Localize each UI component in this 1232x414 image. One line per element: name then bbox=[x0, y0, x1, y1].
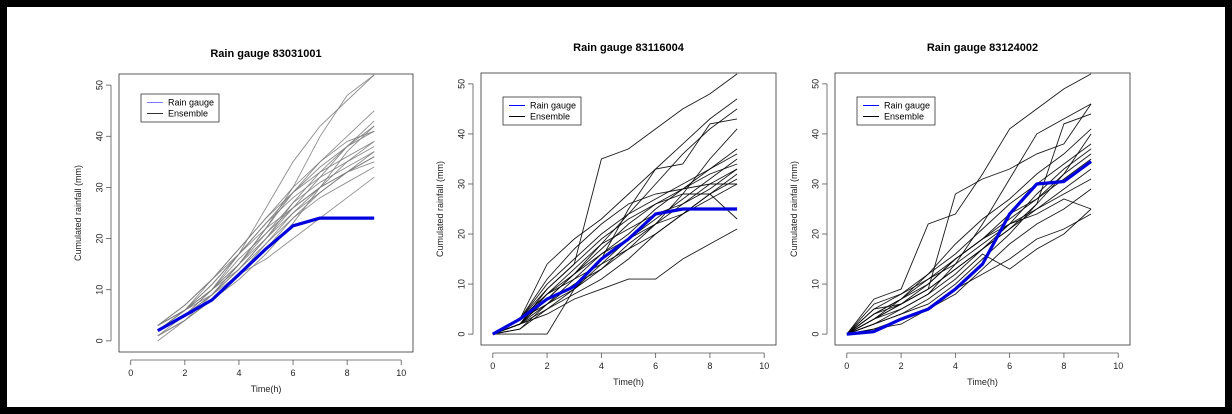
panel-2: Rain gauge 83116004 Time(h) Cumulated rain… bbox=[435, 42, 777, 387]
y-tick-label: 20 bbox=[94, 234, 104, 244]
legend-label: Ensemble bbox=[168, 109, 208, 119]
series-group bbox=[492, 73, 738, 336]
y-tick-label: 0 bbox=[456, 332, 466, 337]
x-tick-label: 0 bbox=[490, 361, 495, 371]
x-tick-label: 0 bbox=[844, 361, 849, 371]
ensemble-member-line bbox=[157, 110, 375, 331]
legend-label: Rain gauge bbox=[168, 98, 214, 108]
rain-gauge-line bbox=[492, 207, 738, 336]
ensemble-member-line bbox=[846, 128, 1092, 335]
x-axis-label: Time(h) bbox=[613, 377, 644, 387]
figure-canvas: Rain gauge 83031001 Time(h) Cumulated rain… bbox=[7, 7, 1225, 407]
y-axis: 0 10 20 30 40 50 bbox=[810, 79, 828, 337]
y-axis-label: Cumulated rainfall (mm) bbox=[73, 165, 83, 261]
y-tick-label: 10 bbox=[456, 279, 466, 289]
ensemble-member-line bbox=[492, 183, 738, 335]
y-tick-label: 0 bbox=[810, 332, 820, 337]
series-group bbox=[157, 74, 375, 342]
plot-frame bbox=[834, 72, 1131, 346]
x-tick-label: 6 bbox=[653, 361, 658, 371]
ensemble-member-line bbox=[846, 103, 1092, 335]
x-tick-label: 10 bbox=[396, 368, 406, 378]
ensemble-member-line bbox=[846, 143, 1092, 335]
y-tick-label: 30 bbox=[456, 179, 466, 189]
ensemble-member-line bbox=[846, 208, 1092, 335]
rain-gauge-line bbox=[846, 160, 1093, 336]
x-axis: 0 2 4 6 8 10 bbox=[128, 359, 406, 378]
x-tick-label: 4 bbox=[599, 361, 604, 371]
y-tick-label: 30 bbox=[810, 179, 820, 189]
x-tick-label: 6 bbox=[291, 368, 296, 378]
y-tick-label: 0 bbox=[94, 338, 104, 343]
ensemble-member-line bbox=[492, 163, 738, 335]
ensemble-member-line bbox=[157, 130, 375, 331]
chart-title: Rain gauge 83116004 bbox=[573, 42, 685, 54]
y-tick-label: 10 bbox=[810, 279, 820, 289]
x-tick-label: 4 bbox=[953, 361, 958, 371]
rainfall-figure: Rain gauge 83031001 Time(h) Cumulated rain… bbox=[73, 42, 1131, 394]
ensemble-member-line bbox=[846, 73, 1092, 335]
ensemble-member-line bbox=[846, 178, 1092, 335]
legend-label: Ensemble bbox=[884, 112, 924, 122]
panel-1: Rain gauge 83031001 Time(h) Cumulated rain… bbox=[73, 48, 414, 394]
x-axis: 0 2 4 6 8 10 bbox=[490, 352, 769, 371]
y-tick-label: 20 bbox=[456, 229, 466, 239]
x-tick-label: 4 bbox=[236, 368, 241, 378]
plot-frame bbox=[480, 72, 777, 346]
y-tick-label: 40 bbox=[94, 131, 104, 141]
x-tick-label: 8 bbox=[707, 361, 712, 371]
x-tick-label: 2 bbox=[545, 361, 550, 371]
legend-label: Rain gauge bbox=[530, 101, 576, 111]
ensemble-member-line bbox=[157, 146, 375, 331]
y-tick-label: 50 bbox=[94, 80, 104, 90]
y-tick-label: 10 bbox=[94, 285, 104, 295]
x-axis-label: Time(h) bbox=[967, 377, 998, 387]
x-tick-label: 6 bbox=[1007, 361, 1012, 371]
x-tick-label: 10 bbox=[1113, 361, 1123, 371]
ensemble-member-line bbox=[157, 130, 375, 331]
panel-3: Rain gauge 83124002 Time(h) Cumulated rain… bbox=[789, 42, 1131, 387]
rain-gauge-line bbox=[157, 216, 375, 332]
ensemble-member-line bbox=[492, 183, 738, 335]
ensemble-member-line bbox=[157, 161, 375, 337]
legend-label: Rain gauge bbox=[884, 101, 930, 111]
ensemble-member-line bbox=[846, 158, 1092, 335]
y-tick-label: 40 bbox=[810, 129, 820, 139]
x-tick-label: 8 bbox=[1061, 361, 1066, 371]
y-tick-label: 30 bbox=[94, 182, 104, 192]
y-axis-label: Cumulated rainfall (mm) bbox=[435, 161, 445, 257]
x-tick-label: 10 bbox=[759, 361, 769, 371]
chart-title: Rain gauge 83031001 bbox=[210, 48, 321, 60]
y-axis: 0 10 20 30 40 50 bbox=[456, 79, 474, 337]
ensemble-member-line bbox=[846, 113, 1092, 335]
x-tick-label: 8 bbox=[345, 368, 350, 378]
y-tick-label: 50 bbox=[456, 79, 466, 89]
y-tick-label: 50 bbox=[810, 79, 820, 89]
plot-frame bbox=[118, 73, 414, 353]
y-axis: 0 10 20 30 40 50 bbox=[94, 80, 112, 343]
y-tick-label: 20 bbox=[810, 229, 820, 239]
x-axis-label: Time(h) bbox=[251, 384, 282, 394]
ensemble-member-line bbox=[492, 118, 738, 335]
ensemble-member-line bbox=[157, 166, 375, 326]
legend-label: Ensemble bbox=[530, 112, 570, 122]
x-tick-label: 2 bbox=[899, 361, 904, 371]
x-tick-label: 2 bbox=[182, 368, 187, 378]
x-tick-label: 0 bbox=[128, 368, 133, 378]
ensemble-member-line bbox=[492, 193, 738, 335]
chart-title: Rain gauge 83124002 bbox=[927, 42, 1038, 54]
ensemble-member-line bbox=[492, 98, 738, 335]
x-axis: 0 2 4 6 8 10 bbox=[844, 352, 1123, 371]
series-group bbox=[846, 73, 1093, 336]
ensemble-member-line bbox=[492, 128, 738, 335]
ensemble-member-line bbox=[846, 133, 1092, 335]
y-tick-label: 40 bbox=[456, 129, 466, 139]
ensemble-member-line bbox=[846, 103, 1092, 335]
y-axis-label: Cumulated rainfall (mm) bbox=[789, 161, 799, 257]
